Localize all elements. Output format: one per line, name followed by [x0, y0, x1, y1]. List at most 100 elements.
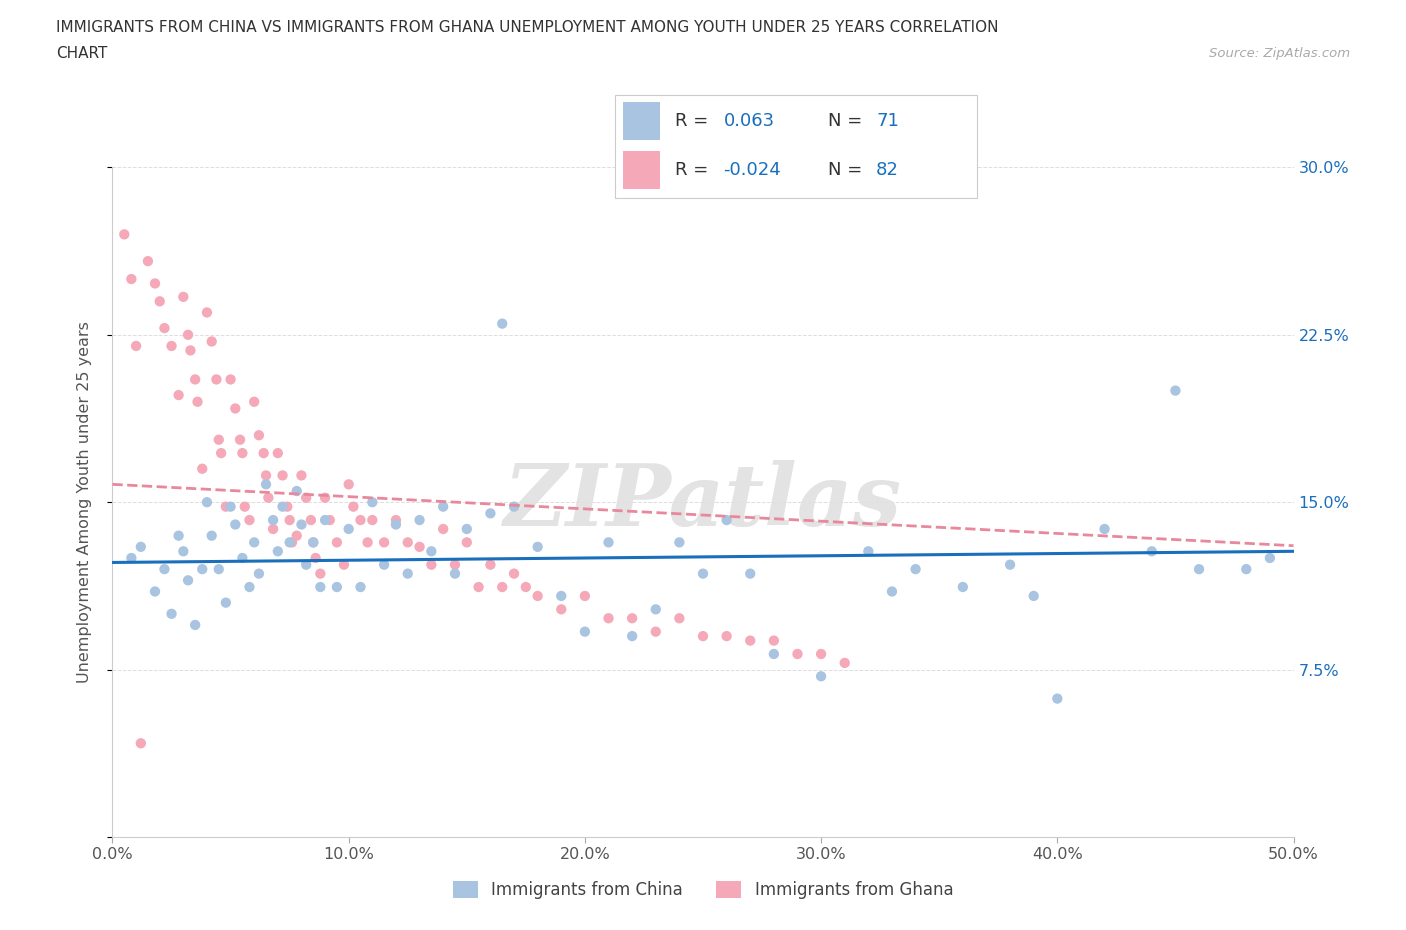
Point — [276, 499, 298, 514]
Y-axis label: Unemployment Among Youth under 25 years: Unemployment Among Youth under 25 years — [77, 321, 91, 684]
Point — [143, 276, 166, 291]
Point — [420, 544, 443, 559]
Point — [692, 629, 714, 644]
Point — [224, 517, 246, 532]
Point — [432, 522, 454, 537]
Point — [254, 468, 277, 483]
Point — [271, 468, 294, 483]
Point — [420, 557, 443, 572]
Text: 71: 71 — [876, 112, 898, 130]
Point — [810, 646, 832, 661]
Point — [262, 522, 284, 537]
Point — [408, 539, 430, 554]
Point — [491, 316, 513, 331]
Point — [233, 499, 256, 514]
Point — [278, 535, 301, 550]
Point — [247, 428, 270, 443]
Point — [644, 624, 666, 639]
Point — [503, 566, 526, 581]
Point — [762, 646, 785, 661]
Point — [456, 535, 478, 550]
Point — [491, 579, 513, 594]
Point — [243, 535, 266, 550]
Point — [231, 551, 253, 565]
Point — [257, 490, 280, 505]
Point — [349, 579, 371, 594]
Point — [304, 551, 326, 565]
Point — [550, 602, 572, 617]
Point — [201, 334, 224, 349]
Point — [326, 579, 349, 594]
Text: 0.063: 0.063 — [723, 112, 775, 130]
Point — [205, 372, 228, 387]
Point — [1164, 383, 1187, 398]
Point — [290, 517, 312, 532]
Point — [786, 646, 808, 661]
Point — [574, 624, 596, 639]
Point — [479, 557, 502, 572]
Point — [1234, 562, 1257, 577]
Text: R =: R = — [675, 112, 714, 130]
Point — [598, 535, 620, 550]
Point — [215, 499, 238, 514]
Point — [247, 566, 270, 581]
Point — [574, 589, 596, 604]
Legend: Immigrants from China, Immigrants from Ghana: Immigrants from China, Immigrants from G… — [446, 874, 960, 906]
Point — [208, 432, 231, 447]
Point — [143, 584, 166, 599]
Point — [208, 562, 231, 577]
Point — [396, 535, 419, 550]
Point — [153, 321, 176, 336]
Point — [762, 633, 785, 648]
Point — [167, 528, 190, 543]
Point — [1094, 522, 1116, 537]
Point — [262, 512, 284, 527]
Point — [550, 589, 572, 604]
Point — [333, 557, 356, 572]
Bar — [623, 101, 659, 140]
Point — [1022, 589, 1045, 604]
Point — [295, 490, 318, 505]
Point — [716, 629, 738, 644]
Point — [179, 343, 201, 358]
Point — [195, 495, 218, 510]
Text: R =: R = — [675, 161, 714, 179]
Point — [432, 499, 454, 514]
Point — [129, 539, 152, 554]
Text: N =: N = — [828, 161, 868, 179]
Text: 82: 82 — [876, 161, 898, 179]
Point — [479, 506, 502, 521]
Point — [356, 535, 378, 550]
Point — [314, 512, 336, 527]
Point — [373, 535, 395, 550]
Point — [191, 562, 214, 577]
Point — [444, 566, 467, 581]
Point — [598, 611, 620, 626]
Point — [952, 579, 974, 594]
Point — [716, 512, 738, 527]
Point — [186, 394, 208, 409]
Text: IMMIGRANTS FROM CHINA VS IMMIGRANTS FROM GHANA UNEMPLOYMENT AMONG YOUTH UNDER 25: IMMIGRANTS FROM CHINA VS IMMIGRANTS FROM… — [56, 20, 998, 35]
Point — [172, 289, 194, 304]
Point — [309, 566, 332, 581]
Point — [243, 394, 266, 409]
Text: N =: N = — [828, 112, 868, 130]
Point — [299, 512, 322, 527]
Point — [740, 633, 762, 648]
Point — [149, 294, 172, 309]
Point — [160, 339, 183, 353]
Point — [526, 539, 548, 554]
Point — [224, 401, 246, 416]
Point — [668, 535, 690, 550]
Point — [153, 562, 176, 577]
Point — [337, 522, 360, 537]
Point — [1140, 544, 1163, 559]
Point — [385, 512, 408, 527]
Point — [444, 557, 467, 572]
Point — [238, 579, 260, 594]
Text: CHART: CHART — [56, 46, 108, 61]
Point — [160, 606, 183, 621]
Point — [621, 611, 644, 626]
Point — [267, 544, 290, 559]
Point — [319, 512, 342, 527]
